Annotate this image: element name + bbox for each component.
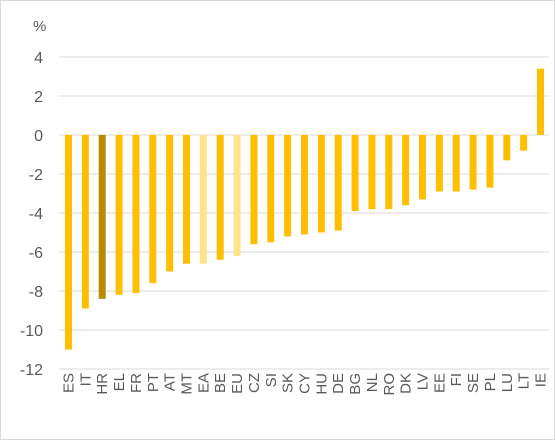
bar-es — [65, 135, 72, 350]
x-tick-label: FR — [128, 373, 145, 393]
bar-dk — [402, 135, 410, 206]
x-axis-labels: ES IT HR EL FR PT AT MT EA BE EU CZ SI SK CY HU DE BG NL RO… — [61, 373, 550, 396]
bar-lu — [503, 135, 511, 161]
y-tick-label: 0 — [34, 128, 43, 145]
bar-el — [115, 135, 123, 295]
bar-at — [166, 135, 174, 272]
bar-mt — [183, 135, 190, 264]
bar-pl — [486, 135, 494, 188]
x-tick-label: IT — [77, 373, 94, 386]
y-tick-label: 4 — [34, 50, 43, 67]
bar-fi — [452, 135, 460, 192]
x-tick-label: FI — [448, 373, 465, 386]
bar-se — [469, 135, 477, 190]
y-tick-label: -12 — [20, 362, 43, 379]
bar-hu — [317, 135, 325, 233]
bar-ea — [199, 135, 207, 264]
bar-be — [216, 135, 224, 260]
y-tick-label: 2 — [34, 89, 43, 106]
y-tick-label: -2 — [29, 167, 43, 184]
bar-lt — [520, 135, 528, 151]
x-tick-label: PT — [145, 373, 162, 392]
y-tick-label: -10 — [20, 323, 43, 340]
x-tick-label: LU — [499, 373, 516, 392]
x-tick-label: HR — [94, 373, 111, 395]
bar-cy — [301, 135, 308, 235]
x-tick-label: NL — [364, 373, 381, 392]
y-axis-ticks: 4 2 0 -2 -4 -6 -8 -10 -12 — [20, 50, 43, 379]
bar-ie — [537, 68, 544, 135]
bar-pt — [149, 135, 157, 284]
x-tick-label: BE — [212, 373, 229, 393]
y-tick-label: -6 — [29, 245, 43, 262]
bar-cz — [250, 135, 258, 245]
x-tick-label: EA — [195, 373, 212, 393]
bar-ro — [385, 135, 393, 210]
x-tick-label: MT — [179, 373, 196, 395]
x-tick-label: RO — [381, 373, 398, 396]
x-tick-label: AT — [162, 373, 179, 391]
x-tick-label: EE — [431, 373, 448, 393]
bar-de — [334, 135, 342, 231]
x-tick-label: CY — [297, 373, 314, 394]
x-tick-label: IE — [533, 373, 550, 387]
y-axis-unit-label: % — [33, 18, 46, 35]
bar-nl — [368, 135, 376, 210]
bar-sk — [284, 135, 292, 237]
bars — [65, 68, 544, 350]
bar-fr — [132, 135, 140, 293]
x-tick-label: EL — [111, 373, 128, 391]
x-tick-label: CZ — [246, 373, 263, 393]
bar-eu — [233, 135, 241, 256]
x-tick-label: ES — [61, 373, 78, 393]
x-tick-label: SI — [263, 373, 280, 387]
x-tick-label: LV — [415, 373, 432, 390]
x-tick-label: PL — [482, 373, 499, 391]
bar-hr — [98, 135, 106, 299]
x-tick-label: BG — [347, 373, 364, 395]
x-tick-label: LT — [516, 373, 533, 389]
y-tick-label: -4 — [29, 206, 43, 223]
bar-lv — [419, 135, 426, 200]
x-tick-label: DE — [330, 373, 347, 394]
bar-si — [267, 135, 275, 243]
x-tick-label: SE — [465, 373, 482, 393]
bar-ee — [435, 135, 443, 192]
bar-it — [81, 135, 89, 309]
y-tick-label: -8 — [29, 284, 43, 301]
x-tick-label: HU — [313, 373, 330, 395]
x-tick-label: SK — [280, 373, 297, 393]
x-tick-label: EU — [229, 373, 246, 394]
bar-bg — [351, 135, 359, 212]
x-tick-label: DK — [398, 373, 415, 394]
